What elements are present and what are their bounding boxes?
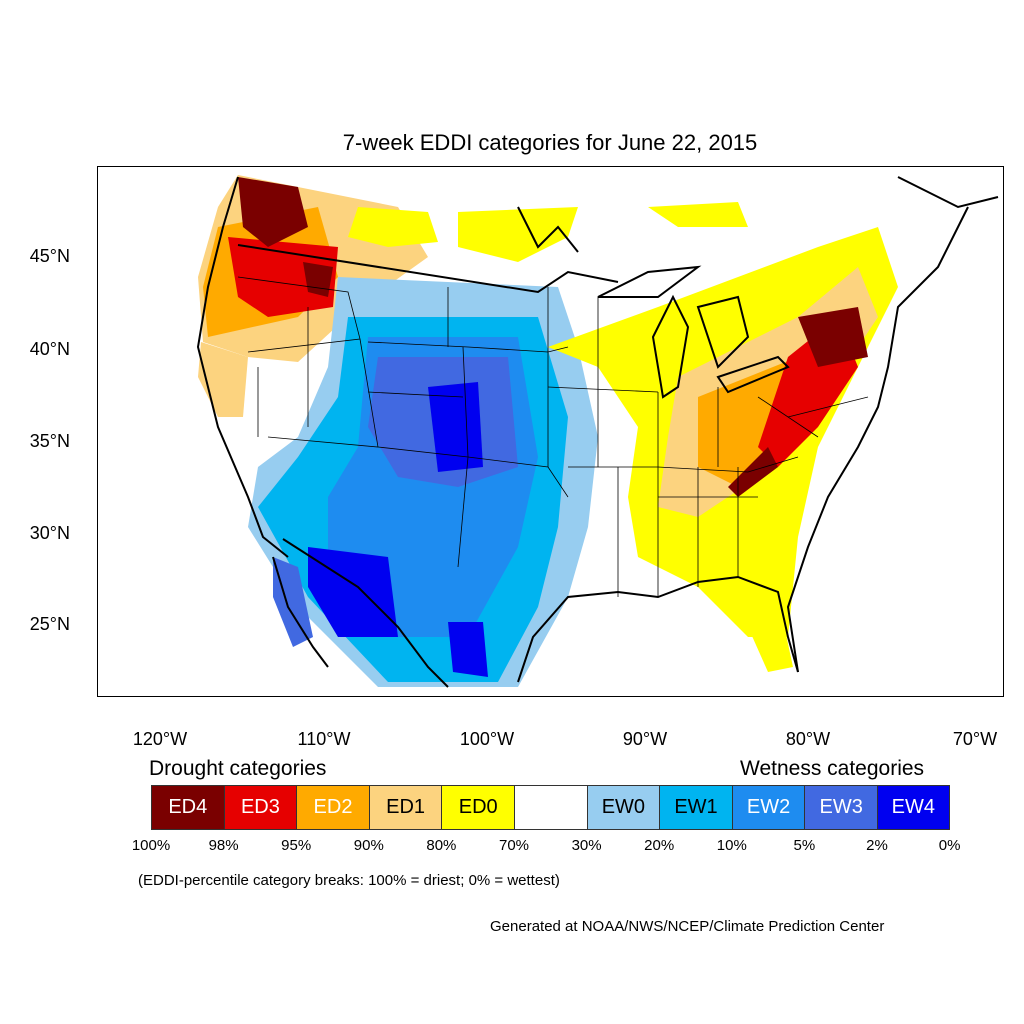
hudson-bay-shore [517,206,579,253]
y-tick-25n: 25°N [29,614,70,634]
gulf-coast [517,575,799,683]
us-north-border [237,244,619,294]
credit-text: Generated at NOAA/NWS/NCEP/Climate Predi… [490,918,885,935]
map-panel [97,166,1004,697]
state-borders [237,276,869,597]
appalachian-ed4-region [728,447,778,497]
legend-break-label: 2% [866,837,888,854]
eddi-map [196,175,999,688]
x-tick-120w: 120°W [132,729,188,749]
y-tick-45n: 45°N [29,246,70,266]
lake-erie [716,355,790,394]
wet-ew4-region [428,382,483,472]
y-tick-30n: 30°N [29,523,70,543]
legend-break-label: 100% [131,837,171,854]
lake-superior [597,265,702,298]
legend-break-label: 20% [644,837,675,854]
legend-swatch-ed3: ED3 [223,785,297,830]
map-title: 7-week EDDI categories for June 22, 2015 [342,130,758,155]
legend-break-label: 10% [716,837,747,854]
ne-ed4-region [798,307,868,367]
tx-ew4-region [448,622,488,677]
canada-ed0-region [648,202,748,227]
legend-break-label: 0% [938,837,961,854]
legend-swatch-ew3: EW3 [804,785,877,830]
east-coast [786,206,969,673]
x-tick-100w: 100°W [459,729,515,749]
legend-swatch-neutral [514,785,587,830]
legend-break-label: 90% [353,837,384,854]
legend-swatch-ew4: EW4 [877,785,950,830]
legend-swatch-ed2: ED2 [296,785,369,830]
lake-michigan [651,294,690,399]
canada-ne-shore [897,176,999,209]
y-tick-35n: 35°N [29,431,70,451]
pnw-ed0-region [348,207,438,247]
baja-coast [272,556,329,668]
great-lakes-ed0-region [458,207,578,262]
florida-ed0-region [738,587,793,672]
legend-break-label: 80% [426,837,457,854]
mexico-gulf-coast [282,538,449,688]
x-tick-70w: 70°W [952,729,998,749]
legend-swatch-ew1: EW1 [659,785,732,830]
y-tick-40n: 40°N [29,339,70,359]
west-coast [196,176,289,558]
legend-break-label: 95% [281,837,312,854]
legend-swatch-ew2: EW2 [731,785,805,830]
x-tick-80w: 80°W [785,729,831,749]
legend-break-label: 30% [571,837,602,854]
legend-swatch-ed0: ED0 [441,785,514,830]
mt-ed4-region [303,262,333,297]
legend-swatch-ed4: ED4 [151,785,224,830]
pnw-ed4-region [238,177,308,247]
legend-break-label: 98% [208,837,239,854]
baja-ew3-region [273,557,313,647]
drought-heading: Drought categories [149,757,327,780]
x-tick-90w: 90°W [622,729,668,749]
wetness-heading: Wetness categories [740,757,925,780]
legend-break-label: 5% [793,837,816,854]
coastline-outlines [196,176,999,688]
legend-swatch-ew0: EW0 [586,785,660,830]
lake-huron [696,295,750,369]
legend-break-label: 70% [498,837,530,854]
x-tick-110w: 110°W [297,729,351,749]
legend-note: (EDDI-percentile category breaks: 100% =… [138,872,560,889]
legend-swatch-ed1: ED1 [368,785,442,830]
